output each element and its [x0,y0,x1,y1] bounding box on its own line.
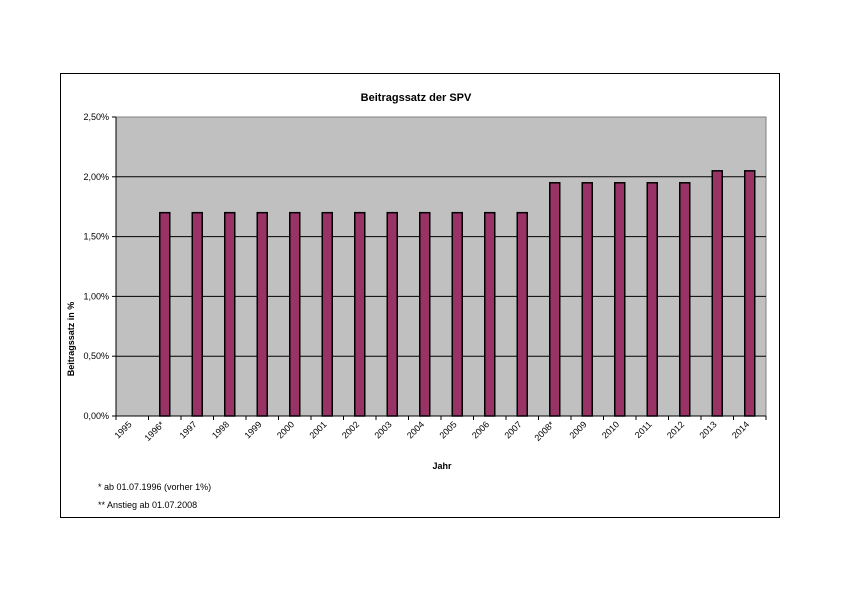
chart-frame: Beitragssatz der SPV 0,00% 0,50% 1,00% 1,50… [60,73,780,518]
x-tick-label: 2011 [633,419,654,440]
bar-chart: Beitragssatz der SPV 0,00% 0,50% 1,00% 1,50… [66,92,767,471]
x-tick-label: 1997 [177,419,198,440]
bar [516,211,528,417]
bar [256,211,268,417]
x-tick-label: 2012 [665,419,686,440]
bar [289,211,301,417]
bar [159,211,171,417]
bar [354,211,366,417]
bar [679,182,691,417]
x-tick-label: 2003 [372,419,393,440]
x-tick-labels: 1995 1996* 1997 1998 1999 2000 2001 2002 2003 200… [112,416,767,443]
x-tick-label: 2009 [567,419,588,440]
y-tick-label: 0,50% [83,351,109,361]
x-tick-label: 2010 [600,419,621,440]
bars [159,170,756,417]
chart-title: Beitragssatz der SPV [361,92,472,104]
x-tick-label: 2014 [730,419,751,440]
y-tick-label: 2,50% [83,112,109,122]
bar [224,211,236,417]
footnote-2008: ** Anstieg ab 01.07.2008 [98,500,198,510]
plot-area [115,116,767,417]
bar [614,182,626,417]
bar [581,182,593,417]
x-tick-label: 2001 [307,419,328,440]
x-tick-label: 2008* [532,419,556,443]
x-tick-label: 2000 [275,419,296,440]
x-tick-label: 2002 [340,419,361,440]
x-tick-label: 2007 [502,419,523,440]
bar [744,170,756,417]
bar [451,211,463,417]
bar [321,211,333,417]
y-axis-label: Beitragssatz in % [66,302,76,377]
bar [191,211,203,417]
bar [419,211,431,417]
x-tick-label: 2004 [405,419,426,440]
x-tick-label: 2006 [470,419,491,440]
bar [646,182,658,417]
y-tick-label: 1,50% [83,232,109,242]
x-tick-label: 1995 [112,419,133,440]
x-axis-label: Jahr [432,461,452,471]
footnote-1996: * ab 01.07.1996 (vorher 1%) [98,482,212,492]
bar [484,211,496,417]
y-tick-labels: 0,00% 0,50% 1,00% 1,50% 2,00% 2,50% [83,112,116,421]
y-tick-label: 0,00% [83,411,109,421]
x-tick-label: 2005 [437,419,458,440]
y-tick-label: 2,00% [83,172,109,182]
y-tick-label: 1,00% [83,291,109,301]
bar [549,182,561,417]
bar [711,170,723,417]
x-tick-label: 1996* [142,419,166,443]
x-tick-label: 1998 [210,419,231,440]
x-tick-label: 2013 [697,419,718,440]
bar [386,211,398,417]
x-tick-label: 1999 [242,419,263,440]
